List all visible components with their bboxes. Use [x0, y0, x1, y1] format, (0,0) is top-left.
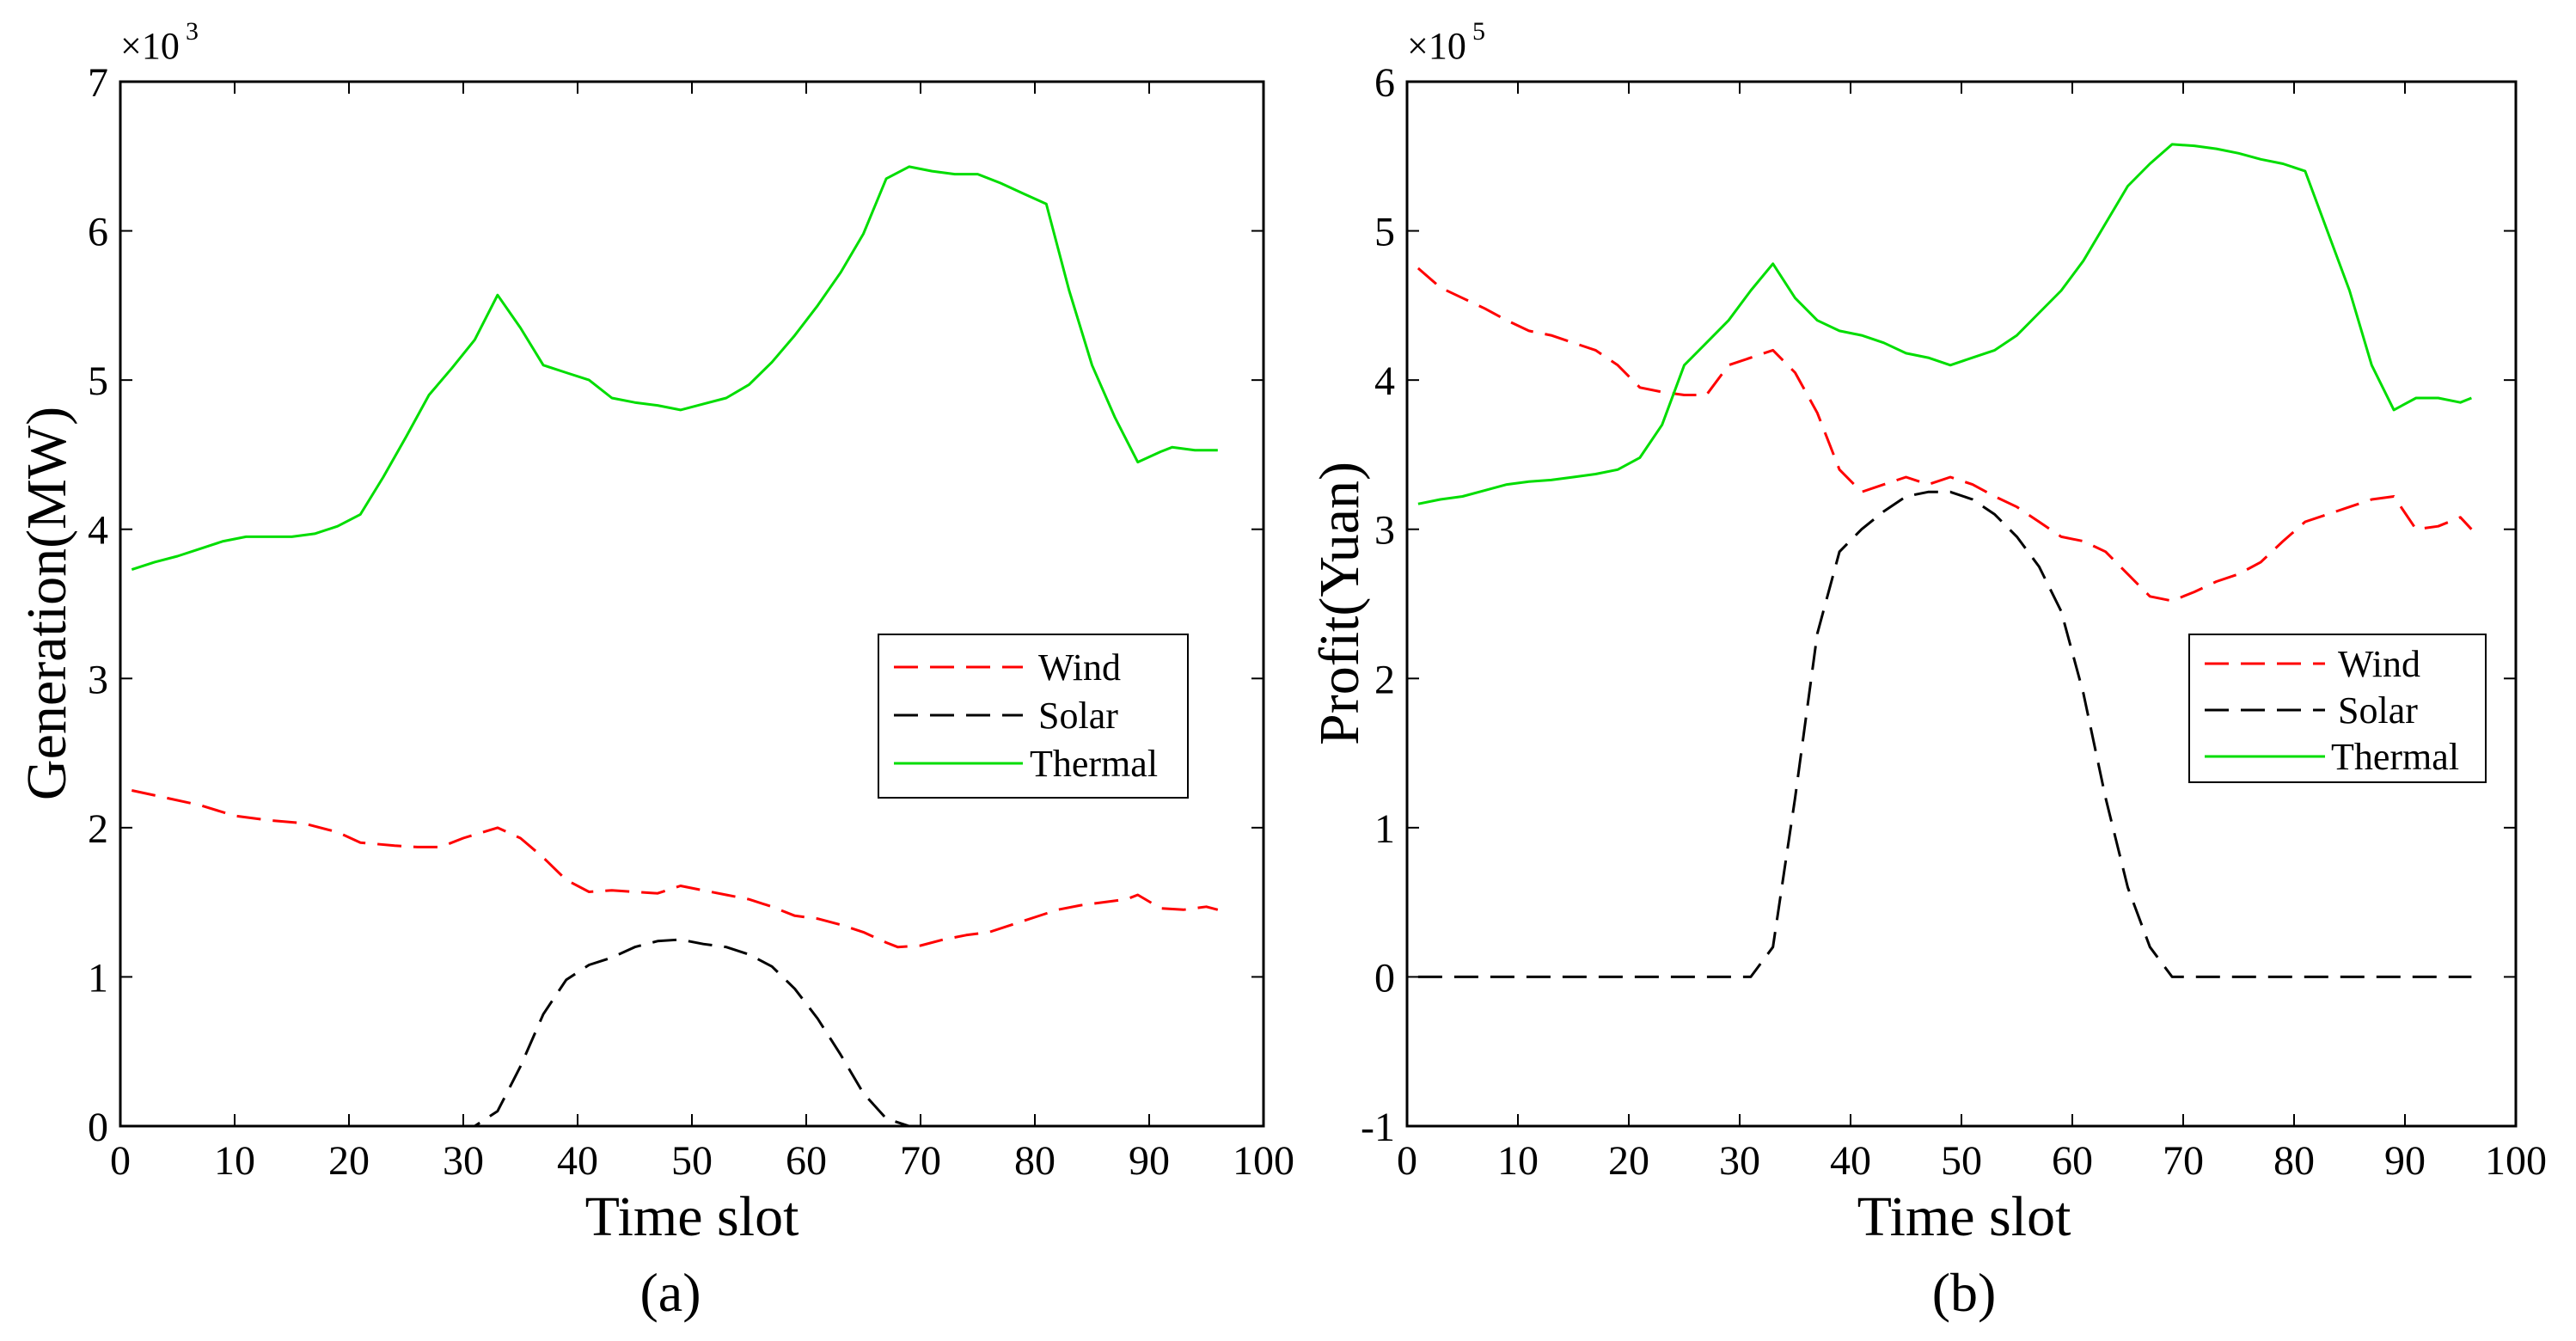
chart-b-x-tick-label: 100 — [2485, 1138, 2547, 1184]
chart-b-y-tick-label: 5 — [1374, 210, 1395, 255]
chart-b-legend-thermal-label: Thermal — [2331, 736, 2459, 778]
chart-b-x-tick-label: 90 — [2384, 1138, 2426, 1184]
chart-a-legend-wind-label: Wind — [1038, 646, 1121, 689]
chart-b-series-solar-line — [1417, 490, 2472, 978]
chart-b-y-tick-label: 2 — [1374, 657, 1395, 702]
chart-a-y-tick-label: 0 — [88, 1105, 108, 1150]
chart-a-x-tick-label: 60 — [786, 1138, 827, 1184]
chart-a-x-tick-label: 40 — [557, 1138, 598, 1184]
chart-b-x-tick-label: 20 — [1608, 1138, 1649, 1184]
chart-a-y-axis-label: Generation(MW) — [15, 407, 78, 800]
chart-a-x-tick-label: 20 — [328, 1138, 370, 1184]
chart-a-y-tick-label: 2 — [88, 806, 108, 852]
chart-b-y-tick-label: 0 — [1374, 955, 1395, 1001]
chart-a-legend-thermal-label: Thermal — [1030, 743, 1158, 785]
chart-b-x-tick-label: 50 — [1941, 1138, 1982, 1184]
chart-b-legend-wind-label: Wind — [2338, 643, 2420, 685]
chart-b-x-axis-label: Time slot — [1857, 1185, 2071, 1248]
chart-b-scale-exp: 5 — [1472, 17, 1485, 46]
chart-a-x-tick-label: 90 — [1129, 1138, 1170, 1184]
chart-b-x-tick-label: 0 — [1397, 1138, 1417, 1184]
chart-a-scale-base: ×10 — [120, 25, 180, 67]
chart-a-x-tick-label: 100 — [1233, 1138, 1294, 1184]
chart-b-y-tick-label: 4 — [1374, 358, 1395, 404]
chart-b-x-tick-label: 70 — [2163, 1138, 2204, 1184]
chart-b-x-tick-label: 40 — [1830, 1138, 1871, 1184]
chart-a-x-tick-label: 70 — [900, 1138, 941, 1184]
chart-b-legend-solar-label: Solar — [2338, 689, 2418, 732]
chart-b-y-tick-label: 1 — [1374, 806, 1395, 852]
chart-a-x-tick-label: 0 — [110, 1138, 131, 1184]
chart-a: 0 10 20 30 40 50 60 70 80 90 100 0 1 2 3 4 5 6 7 ×10 3 Gen… — [15, 17, 1294, 1323]
chart-b-y-tick-label: 3 — [1374, 508, 1395, 554]
chart-b-legend: Wind Solar Thermal — [2188, 634, 2487, 783]
chart-b-series-thermal-line — [1417, 143, 2472, 505]
chart-a-series-thermal-line — [131, 165, 1218, 572]
chart-b-x-tick-label: 60 — [2052, 1138, 2093, 1184]
chart-a-y-tick-label: 1 — [88, 955, 108, 1001]
chart-a-frame — [119, 80, 1265, 1128]
chart-a-x-tick-label: 10 — [214, 1138, 255, 1184]
chart-a-x-tick-label: 30 — [443, 1138, 484, 1184]
chart-a-series-wind-line — [131, 789, 1219, 949]
chart-a-x-tick-label: 80 — [1014, 1138, 1055, 1184]
chart-a-y-tick-label: 5 — [88, 358, 108, 404]
chart-b-series-wind-line — [1416, 266, 2473, 603]
chart-a-ticks: 0 10 20 30 40 50 60 70 80 90 100 0 1 2 3 4 5 6 7 — [88, 60, 1294, 1184]
chart-b-x-tick-label: 10 — [1497, 1138, 1539, 1184]
chart-a-legend: Wind Solar Thermal — [878, 634, 1189, 799]
chart-a-y-tick-label: 7 — [88, 60, 108, 106]
chart-a-caption: (a) — [639, 1262, 701, 1323]
chart-b-y-tick-label: -1 — [1361, 1105, 1395, 1150]
chart-a-y-tick-label: 3 — [88, 657, 108, 702]
chart-a-y-tick-label: 6 — [88, 210, 108, 255]
chart-b-y-axis-label: Profit(Yuan) — [1308, 462, 1371, 745]
chart-b-series — [1416, 143, 2473, 978]
chart-b-y-tick-label: 6 — [1374, 60, 1395, 106]
chart-a-x-tick-label: 50 — [671, 1138, 713, 1184]
chart-a-x-axis-label: Time slot — [585, 1185, 799, 1248]
chart-a-scale-exp: 3 — [186, 17, 199, 46]
chart-b-caption: (b) — [1932, 1262, 1997, 1323]
chart-a-series-solar-line — [132, 938, 1218, 1128]
chart-b-scale-base: ×10 — [1407, 25, 1466, 67]
chart-a-series — [131, 165, 1219, 1128]
chart-b-frame — [1405, 80, 2518, 1128]
chart-b-x-tick-label: 80 — [2273, 1138, 2315, 1184]
chart-a-legend-solar-label: Solar — [1038, 695, 1118, 737]
chart-a-y-tick-label: 4 — [88, 508, 108, 554]
chart-b-x-tick-label: 30 — [1719, 1138, 1760, 1184]
